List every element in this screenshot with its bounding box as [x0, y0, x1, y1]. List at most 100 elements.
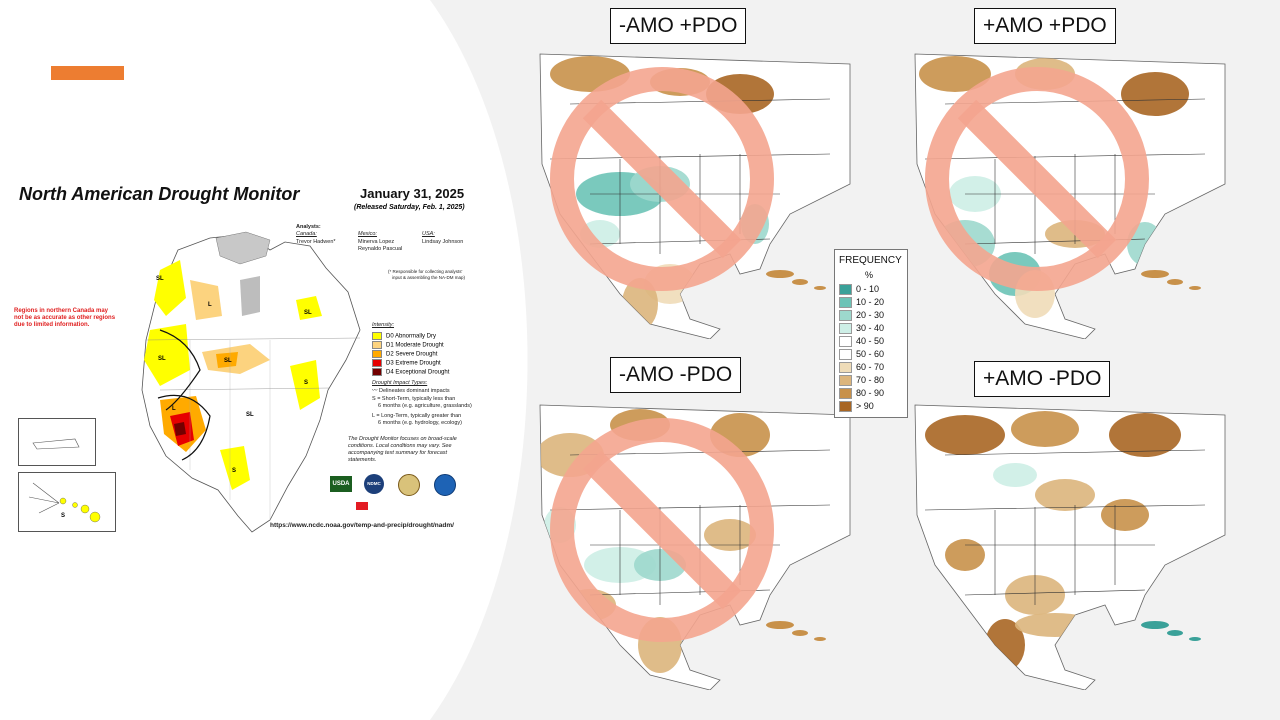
impact-label: S — [61, 513, 65, 519]
caribbean-island — [1189, 286, 1201, 290]
analysts-heading: Analysts: — [296, 224, 321, 230]
intensity-label: D0 Abnormally Dry — [386, 333, 437, 340]
intensity-swatch — [372, 359, 382, 367]
frequency-region — [1015, 613, 1095, 637]
intensity-legend-item: D1 Moderate Drought — [372, 341, 444, 349]
caribbean-island — [1189, 637, 1201, 641]
boundary-line — [549, 153, 831, 160]
drought-monitor-released: (Released Saturday, Feb. 1, 2025) — [354, 204, 465, 211]
caribbean-island — [1167, 630, 1183, 636]
noaa-logo-icon — [434, 474, 456, 496]
mexico-analyst: Minerva Lopez — [358, 239, 395, 245]
frequency-legend-unit: % — [865, 270, 874, 280]
frequency-bin-label: 60 - 70 — [856, 362, 885, 372]
frequency-bin-label: > 90 — [856, 401, 874, 411]
caribbean-island — [814, 286, 826, 290]
intensity-heading: Intensity: — [372, 322, 395, 328]
frequency-region — [919, 56, 991, 92]
intensity-label: D2 Severe Drought — [386, 351, 438, 358]
prohibited-icon-bar — [582, 99, 742, 259]
frequency-swatch — [839, 310, 852, 322]
prohibited-icon — [550, 67, 774, 291]
map-label: -AMO -PDO — [610, 357, 742, 393]
frequency-map — [914, 404, 1226, 690]
frequency-legend-row: 20 - 30 — [839, 310, 884, 322]
frequency-region — [1101, 499, 1149, 531]
caribbean-island — [792, 279, 808, 285]
prohibited-icon — [925, 67, 1149, 291]
mexico-analyst: Reynaldo Pascual — [358, 246, 403, 252]
ndmc-logo: NDMC — [364, 474, 384, 494]
impact-label: S — [304, 380, 308, 386]
intensity-legend-item: D2 Severe Drought — [372, 350, 437, 358]
frequency-swatch — [839, 375, 852, 387]
usa-analyst: Lindsay Johnson — [422, 239, 464, 245]
impact-label: SL — [246, 412, 254, 418]
intensity-swatch — [372, 350, 382, 358]
frequency-legend-row: 10 - 20 — [839, 297, 884, 309]
frequency-bin-label: 0 - 10 — [856, 284, 880, 294]
short-term-note: 6 months (e.g. agriculture, grasslands) — [378, 403, 472, 409]
responsible-note: input & assembling the NA-DM map) — [392, 275, 466, 280]
impact-label: SL — [158, 356, 166, 362]
puerto-rico-inset — [18, 418, 96, 466]
intensity-swatch — [372, 368, 382, 376]
frequency-legend-row: 80 - 90 — [839, 388, 884, 400]
frequency-legend-row: 30 - 40 — [839, 323, 884, 335]
impact-heading: Drought Impact Types: — [372, 380, 428, 386]
intensity-label: D1 Moderate Drought — [386, 342, 444, 349]
frequency-region — [1121, 72, 1189, 116]
focus-note: statements. — [348, 457, 377, 463]
caribbean-island — [1141, 621, 1169, 629]
boundary-line — [924, 153, 1206, 160]
frequency-swatch — [839, 323, 852, 335]
long-term-note: L = Long-Term, typically greater than — [372, 413, 462, 419]
frequency-region — [993, 463, 1037, 487]
frequency-region — [1011, 411, 1079, 447]
intensity-swatch — [372, 341, 382, 349]
frequency-bin-label: 40 - 50 — [856, 336, 885, 346]
frequency-region — [1109, 413, 1181, 457]
canada-seal-icon — [398, 474, 420, 496]
frequency-legend: FREQUENCY % 0 - 10 10 - 20 20 - 30 30 - 40 4… — [834, 249, 908, 418]
frequency-region — [1165, 613, 1185, 629]
frequency-legend-row: 60 - 70 — [839, 362, 884, 374]
frequency-swatch — [839, 362, 852, 374]
focus-note: The Drought Monitor focuses on broad-sca… — [348, 436, 457, 442]
map-label: +AMO -PDO — [974, 361, 1111, 397]
prohibited-icon-bar — [582, 450, 742, 610]
impact-label: L — [208, 302, 212, 308]
mexico-label: Mexico: — [358, 231, 377, 237]
prohibited-icon — [550, 418, 774, 642]
frequency-legend-row: > 90 — [839, 401, 874, 413]
frequency-swatch — [839, 284, 852, 296]
frequency-map — [914, 53, 1226, 339]
intensity-swatch — [372, 332, 382, 340]
drought-map: SL L SL SL SL L S SL S — [141, 231, 361, 533]
frequency-bin-label: 50 - 60 — [856, 349, 885, 359]
frequency-bin-label: 70 - 80 — [856, 375, 885, 385]
focus-note: conditions. Local conditions may vary. S… — [348, 443, 452, 449]
frequency-bin-label: 20 - 30 — [856, 310, 885, 320]
frequency-swatch — [839, 401, 852, 413]
frequency-map — [539, 53, 851, 339]
frequency-region — [945, 539, 985, 571]
canada-accuracy-warning: Regions in northern Canada may not be as… — [14, 308, 116, 328]
caribbean-island — [814, 637, 826, 641]
impact-label: S — [232, 468, 236, 474]
frequency-region — [704, 519, 756, 551]
focus-note: accompanying text summary for forecast — [348, 450, 448, 456]
long-term-note: 6 months (e.g. hydrology, ecology) — [378, 420, 462, 426]
intensity-legend-item: D0 Abnormally Dry — [372, 332, 436, 340]
frequency-map — [539, 404, 851, 690]
frequency-region — [925, 415, 1005, 455]
boundary-line — [924, 504, 1206, 511]
caribbean-island — [766, 621, 794, 629]
frequency-swatch — [839, 388, 852, 400]
caribbean-island — [1141, 270, 1169, 278]
map-label: -AMO +PDO — [610, 8, 747, 44]
drought-monitor-title: North American Drought Monitor — [19, 184, 300, 204]
hawaii-inset: S — [18, 472, 116, 532]
usa-label: USA: — [422, 231, 435, 237]
short-term-note: S = Short-Term, typically less than — [372, 396, 456, 402]
